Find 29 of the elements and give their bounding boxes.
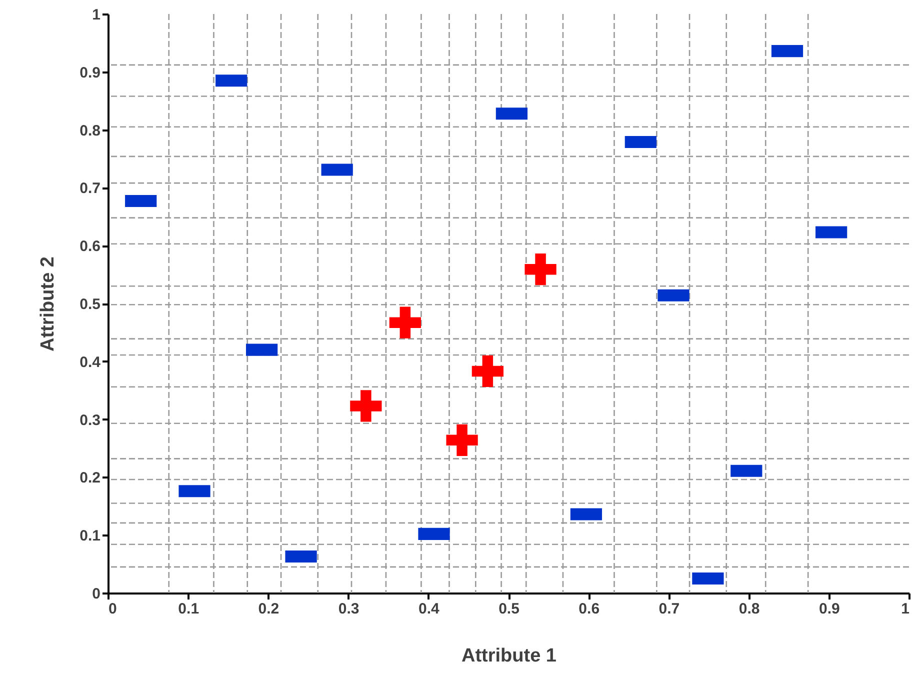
x-tick-label: 0.3	[338, 600, 360, 618]
x-tick-label: 0.9	[818, 600, 840, 618]
point	[524, 254, 556, 286]
y-tick-label: 0.7	[80, 180, 100, 198]
y-axis-title: Attribute 2	[38, 256, 59, 352]
y-tick-label: 0.9	[80, 64, 100, 82]
y-tick-label: 0.5	[80, 296, 100, 313]
y-tick-label: 0.6	[80, 238, 100, 256]
x-tick-label: 0.4	[418, 600, 440, 618]
x-axis-title: Attribute 1	[462, 646, 557, 666]
x-tick-label: 0.8	[738, 600, 760, 618]
point	[350, 390, 382, 422]
y-tick-label: 0.1	[80, 528, 100, 545]
x-tick-label: 0.2	[258, 600, 280, 618]
y-tick-label: 0.3	[80, 412, 100, 429]
y-tick-label: 0.8	[80, 122, 100, 140]
y-tick-label: 0.4	[80, 354, 102, 371]
y-tick-label: 1	[92, 6, 100, 24]
point	[389, 306, 421, 338]
x-tick-label: 0	[108, 600, 117, 618]
x-tick-label: 0.7	[658, 600, 680, 618]
point	[472, 355, 504, 388]
point	[446, 424, 478, 456]
y-tick-label: 0	[92, 586, 100, 602]
x-tick-label: 0.6	[578, 600, 600, 618]
x-tick-label: 0.1	[178, 600, 200, 618]
x-tick-label: 1	[901, 600, 910, 618]
y-tick-label: 0.2	[80, 470, 100, 487]
x-tick-label: 0.5	[498, 600, 520, 618]
